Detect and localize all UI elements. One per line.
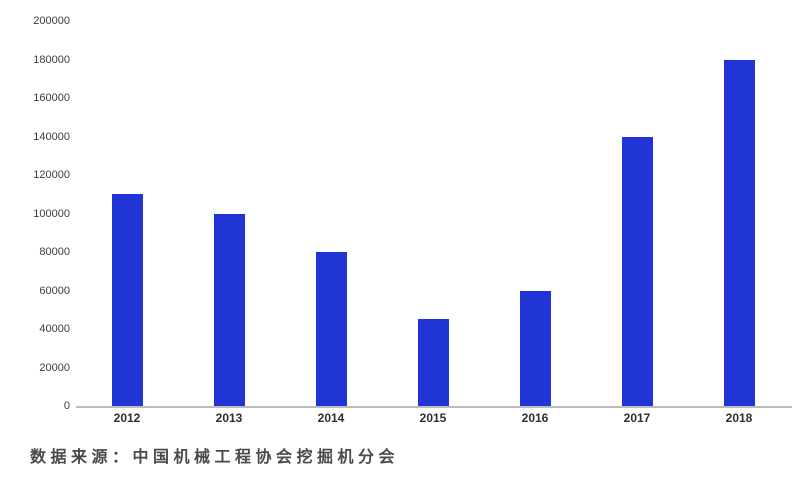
y-axis-tick-label: 160000	[33, 92, 70, 104]
bar-2013	[213, 213, 245, 406]
source-caption: 数据来源：中国机械工程协会挖掘机分会	[30, 449, 400, 466]
bar-2018	[723, 59, 755, 406]
x-axis-tick-label: 2018	[725, 411, 753, 425]
y-axis-tick-label: 140000	[33, 130, 70, 143]
bar-2014	[315, 252, 347, 406]
plot-area: 0 20000 40000 60000 80000 100000 120000 140000 1…	[33, 15, 792, 425]
x-axis-tick-label: 2014	[317, 411, 345, 425]
y-axis-tick-label: 120000	[33, 169, 70, 181]
y-axis-tick-label: 20000	[39, 361, 70, 374]
x-axis-tick-label: 2012	[113, 411, 141, 425]
y-axis-tick-label: 180000	[33, 53, 70, 66]
x-axis-line	[76, 406, 792, 408]
x-axis-tick-label: 2013	[215, 411, 243, 425]
y-axis-tick-label: 60000	[39, 284, 70, 297]
x-axis-tick-label: 2016	[521, 411, 549, 425]
bar-2012	[111, 194, 143, 406]
x-axis-tick-label: 2017	[623, 411, 651, 425]
y-axis-tick-label: 0	[63, 400, 70, 412]
y-axis-tick-label: 100000	[33, 207, 70, 220]
bar-2017	[621, 136, 653, 406]
y-axis-tick-label: 200000	[33, 15, 70, 27]
y-axis-tick-label: 80000	[39, 246, 70, 258]
y-axis-tick-label: 40000	[39, 323, 70, 335]
x-axis-tick-label: 2015	[419, 411, 447, 425]
bar-2015	[417, 319, 449, 406]
bar-2016	[519, 290, 551, 406]
